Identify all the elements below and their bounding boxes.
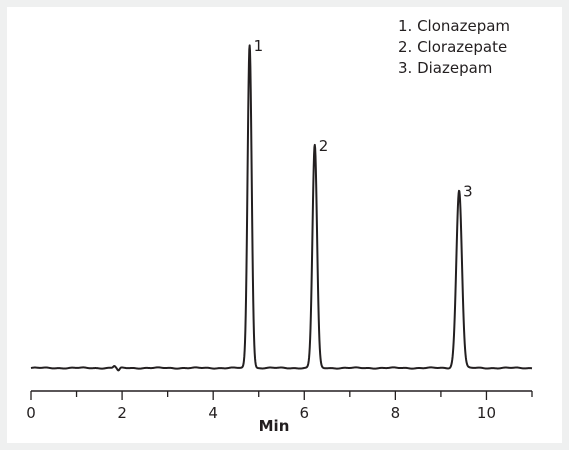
chromatogram-trace (30, 44, 533, 372)
x-tick-label: 4 (208, 404, 218, 422)
chart-panel: 0 2 4 6 8 10 Min 1 2 3 1. Clonazepam 2. Clorazep… (7, 7, 562, 443)
legend-item: 1. Clonazepam (398, 17, 510, 35)
legend-item: 3. Diazepam (398, 59, 492, 77)
peak-label: 2 (319, 137, 329, 155)
peak-label: 1 (254, 37, 264, 55)
x-tick-label: 10 (477, 404, 496, 422)
x-axis-title: Min (259, 417, 290, 435)
peak-label: 3 (463, 182, 473, 200)
x-tick-labels: 0 2 4 6 8 10 (26, 404, 496, 422)
x-tick-label: 2 (117, 404, 127, 422)
x-tick-label: 8 (391, 404, 401, 422)
x-tick-label: 0 (26, 404, 36, 422)
legend-item: 2. Clorazepate (398, 38, 507, 56)
chromatogram-chart: 0 2 4 6 8 10 Min 1 2 3 1. Clonazepam 2. Clorazep… (26, 17, 533, 435)
legend: 1. Clonazepam 2. Clorazepate 3. Diazepam (398, 17, 510, 77)
peak-labels: 1 2 3 (254, 37, 473, 200)
x-ticks (30, 391, 533, 400)
x-tick-label: 6 (299, 404, 309, 422)
